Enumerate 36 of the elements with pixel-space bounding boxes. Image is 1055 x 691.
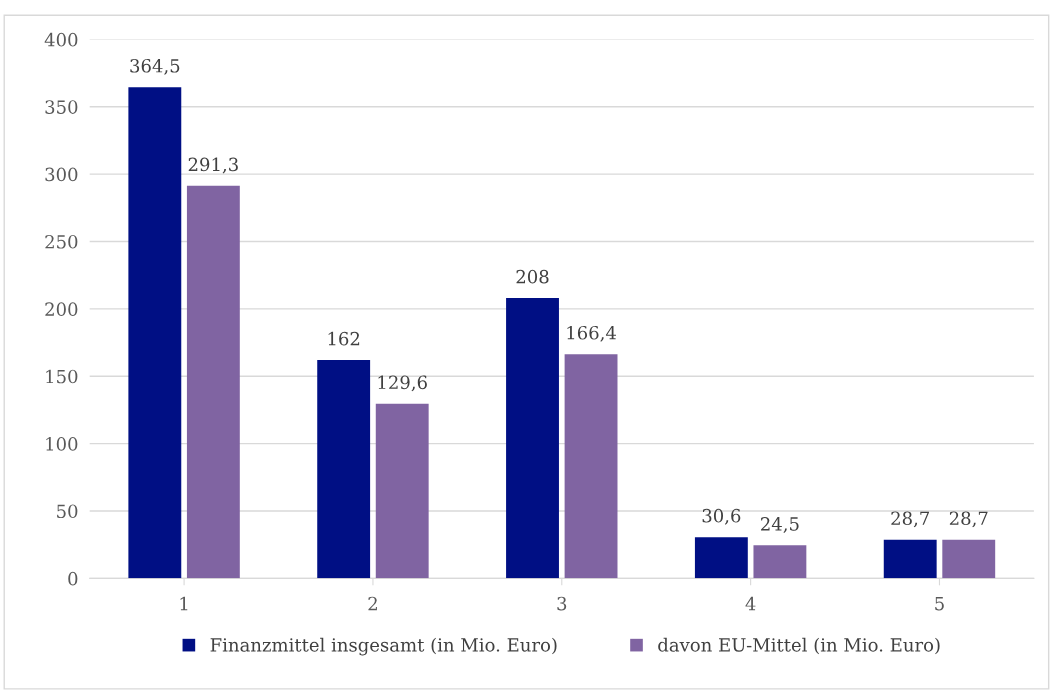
data-label: 162 — [328, 331, 360, 346]
data-label: 364,5 — [130, 58, 180, 75]
bar — [942, 539, 996, 579]
data-label: 208 — [516, 269, 549, 284]
x-tick-label: 2 — [368, 596, 377, 611]
data-label: 28,7 — [891, 511, 929, 528]
legend-label: Finanzmittel insgesamt (in Mio. Euro) — [210, 637, 557, 656]
data-label: 24,5 — [761, 517, 799, 533]
y-tick-label: 100 — [46, 437, 78, 451]
x-tick-label: 4 — [745, 596, 756, 611]
y-tick-label: 400 — [44, 32, 78, 47]
y-tick-label: 250 — [45, 234, 78, 249]
data-label: 291,3 — [188, 157, 238, 174]
bar — [506, 298, 559, 579]
bar — [694, 537, 748, 579]
x-tick-label: 5 — [935, 596, 944, 611]
bar — [883, 539, 937, 579]
y-tick-label: 300 — [45, 167, 78, 182]
bar — [375, 403, 429, 579]
x-tick-label: 1 — [180, 596, 188, 611]
data-label: 166,4 — [567, 325, 616, 342]
x-tick-label: 3 — [557, 596, 567, 611]
data-label: 129,6 — [378, 375, 427, 392]
bar — [317, 360, 371, 579]
bar — [753, 545, 807, 579]
y-tick-label: 150 — [46, 369, 78, 384]
data-label: 30,6 — [702, 508, 741, 525]
bar — [186, 185, 240, 579]
legend-label: davon EU-Mittel (in Mio. Euro) — [658, 637, 940, 655]
bar — [128, 87, 182, 579]
y-tick-label: 0 — [68, 571, 78, 586]
y-tick-label: 50 — [57, 504, 78, 519]
data-label: 28,7 — [949, 511, 988, 528]
y-tick-label: 350 — [45, 100, 78, 114]
bar — [564, 354, 618, 579]
y-tick-label: 200 — [45, 302, 78, 316]
